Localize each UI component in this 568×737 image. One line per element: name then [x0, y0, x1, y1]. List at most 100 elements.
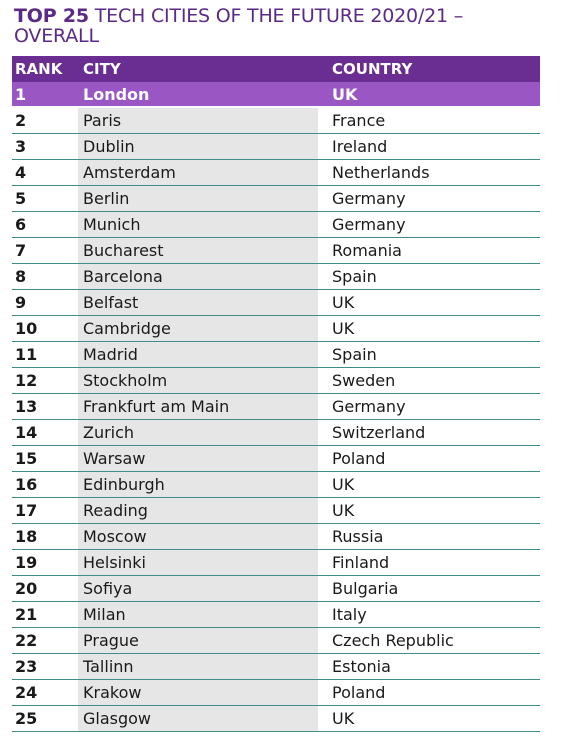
- table-row: 8 Barcelona Spain: [12, 264, 540, 290]
- city-cell: Sofiya: [78, 576, 318, 601]
- table-row: 13 Frankfurt am Main Germany: [12, 394, 540, 420]
- rank-cell: 3: [15, 137, 27, 156]
- country-cell: UK: [332, 85, 358, 104]
- country-cell: Italy: [332, 605, 367, 624]
- rank-cell: 25: [15, 709, 38, 728]
- city-cell: Dublin: [78, 134, 318, 159]
- rank-cell: 13: [15, 397, 38, 416]
- rank-cell: 5: [15, 189, 27, 208]
- country-cell: UK: [332, 293, 355, 312]
- table-row: 14 Zurich Switzerland: [12, 420, 540, 446]
- country-cell: Spain: [332, 345, 377, 364]
- table-row: 2 Paris France: [12, 108, 540, 134]
- rank-cell: 8: [15, 267, 27, 286]
- city-cell: Zurich: [78, 420, 318, 445]
- country-cell: Finland: [332, 553, 390, 572]
- country-cell: France: [332, 111, 386, 130]
- table-row: 16 Edinburgh UK: [12, 472, 540, 498]
- city-cell: Krakow: [78, 680, 318, 705]
- title-line2: OVERALL: [14, 25, 99, 47]
- table-row: 23 Tallinn Estonia: [12, 654, 540, 680]
- country-cell: Spain: [332, 267, 377, 286]
- city-cell: Cambridge: [78, 316, 318, 341]
- rank-cell: 23: [15, 657, 38, 676]
- table-header: RANK CITY COUNTRY: [12, 56, 540, 82]
- rank-cell: 19: [15, 553, 38, 572]
- rank-cell: 12: [15, 371, 38, 390]
- country-cell: UK: [332, 709, 355, 728]
- country-cell: Ireland: [332, 137, 388, 156]
- city-cell: Reading: [78, 498, 318, 523]
- title-rest: TECH CITIES OF THE FUTURE 2020/21 –: [88, 5, 464, 27]
- page-title: TOP 25 TECH CITIES OF THE FUTURE 2020/21…: [14, 6, 534, 46]
- city-cell: Milan: [78, 602, 318, 627]
- country-cell: Estonia: [332, 657, 391, 676]
- table-row: 18 Moscow Russia: [12, 524, 540, 550]
- table-row: 10 Cambridge UK: [12, 316, 540, 342]
- rank-cell: 16: [15, 475, 38, 494]
- city-cell: Bucharest: [78, 238, 318, 263]
- country-cell: Russia: [332, 527, 384, 546]
- city-cell: Barcelona: [78, 264, 318, 289]
- country-cell: Netherlands: [332, 163, 430, 182]
- rankings-table: RANK CITY COUNTRY 1 London UK 2 Paris France 3…: [12, 56, 540, 732]
- city-cell: Paris: [78, 108, 318, 133]
- rank-cell: 10: [15, 319, 38, 338]
- header-country: COUNTRY: [332, 60, 413, 78]
- table-row: 12 Stockholm Sweden: [12, 368, 540, 394]
- city-cell: London: [83, 85, 150, 104]
- table-row: 6 Munich Germany: [12, 212, 540, 238]
- country-cell: Sweden: [332, 371, 396, 390]
- rank-cell: 15: [15, 449, 38, 468]
- table-body: 1 London UK 2 Paris France 3 Dublin Ireland 4 Amst…: [12, 82, 540, 732]
- rank-cell: 20: [15, 579, 38, 598]
- rank-cell: 7: [15, 241, 27, 260]
- table-row: 22 Prague Czech Republic: [12, 628, 540, 654]
- city-cell: Madrid: [78, 342, 318, 367]
- table-row: 17 Reading UK: [12, 498, 540, 524]
- rank-cell: 17: [15, 501, 38, 520]
- country-cell: Poland: [332, 449, 386, 468]
- country-cell: Romania: [332, 241, 402, 260]
- rank-cell: 6: [15, 215, 27, 234]
- country-cell: Germany: [332, 215, 406, 234]
- city-cell: Glasgow: [78, 706, 318, 731]
- city-cell: Belfast: [78, 290, 318, 315]
- table-row: 15 Warsaw Poland: [12, 446, 540, 472]
- city-cell: Tallinn: [78, 654, 318, 679]
- country-cell: UK: [332, 475, 355, 494]
- city-cell: Stockholm: [78, 368, 318, 393]
- country-cell: Germany: [332, 397, 406, 416]
- city-cell: Munich: [78, 212, 318, 237]
- country-cell: UK: [332, 501, 355, 520]
- rank-cell: 21: [15, 605, 38, 624]
- table-row: 5 Berlin Germany: [12, 186, 540, 212]
- city-cell: Prague: [78, 628, 318, 653]
- table-row: 9 Belfast UK: [12, 290, 540, 316]
- table-row: 24 Krakow Poland: [12, 680, 540, 706]
- table-row: 25 Glasgow UK: [12, 706, 540, 732]
- city-cell: Edinburgh: [78, 472, 318, 497]
- table-row: 3 Dublin Ireland: [12, 134, 540, 160]
- city-cell: Helsinki: [78, 550, 318, 575]
- table-row: 4 Amsterdam Netherlands: [12, 160, 540, 186]
- header-rank: RANK: [15, 60, 63, 78]
- rank-cell: 11: [15, 345, 38, 364]
- rank-cell: 18: [15, 527, 38, 546]
- city-cell: Warsaw: [78, 446, 318, 471]
- city-cell: Berlin: [78, 186, 318, 211]
- rank-cell: 1: [15, 85, 27, 104]
- table-row: 20 Sofiya Bulgaria: [12, 576, 540, 602]
- table-row: 11 Madrid Spain: [12, 342, 540, 368]
- rank-cell: 2: [15, 111, 27, 130]
- country-cell: Czech Republic: [332, 631, 454, 650]
- title-bold: TOP 25: [14, 5, 89, 27]
- rank-cell: 4: [15, 163, 27, 182]
- table-row: 19 Helsinki Finland: [12, 550, 540, 576]
- country-cell: UK: [332, 319, 355, 338]
- country-cell: Bulgaria: [332, 579, 399, 598]
- country-cell: Switzerland: [332, 423, 426, 442]
- city-cell: Frankfurt am Main: [78, 394, 318, 419]
- country-cell: Germany: [332, 189, 406, 208]
- rank-cell: 9: [15, 293, 27, 312]
